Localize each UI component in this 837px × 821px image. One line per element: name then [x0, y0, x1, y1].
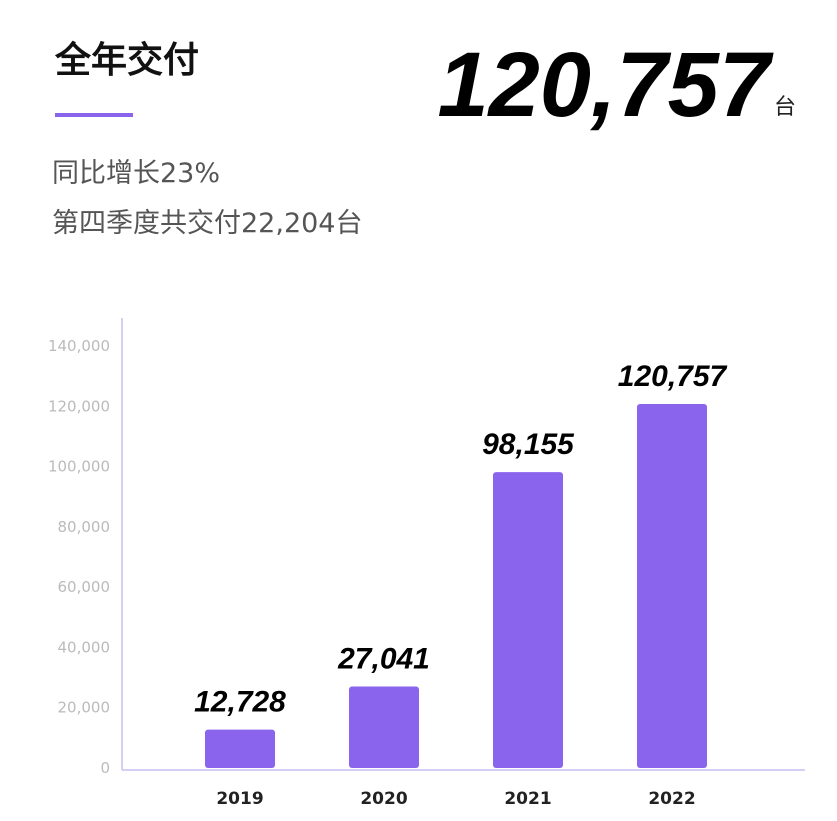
y-tick-label: 40,000	[58, 638, 111, 656]
value-label: 120,757	[618, 360, 728, 393]
x-tick-label: 2020	[360, 789, 407, 809]
subtitle: 第四季度共交付22,204台	[52, 208, 362, 239]
subtitle: 同比增长23%	[52, 158, 220, 189]
y-tick-label: 100,000	[48, 458, 110, 476]
x-tick-label: 2021	[504, 789, 551, 809]
bar	[637, 404, 707, 768]
y-tick-label: 60,000	[58, 578, 111, 596]
bar	[205, 729, 275, 768]
value-label: 12,728	[194, 686, 286, 719]
headline-value: 120,757	[437, 34, 773, 136]
bar	[349, 686, 419, 768]
value-label: 98,155	[482, 428, 575, 461]
headline-unit: 台	[774, 95, 796, 120]
y-tick-label: 80,000	[58, 518, 111, 536]
value-label: 27,041	[337, 642, 430, 675]
y-tick-label: 140,000	[48, 337, 110, 355]
x-tick-label: 2022	[648, 789, 695, 809]
y-tick-label: 120,000	[48, 397, 110, 415]
chart-title: 全年交付	[54, 39, 199, 81]
y-tick-label: 0	[100, 759, 110, 777]
x-tick-label: 2019	[216, 789, 263, 809]
title-underline	[55, 113, 133, 117]
bar	[493, 472, 563, 768]
y-tick-label: 20,000	[58, 699, 111, 717]
